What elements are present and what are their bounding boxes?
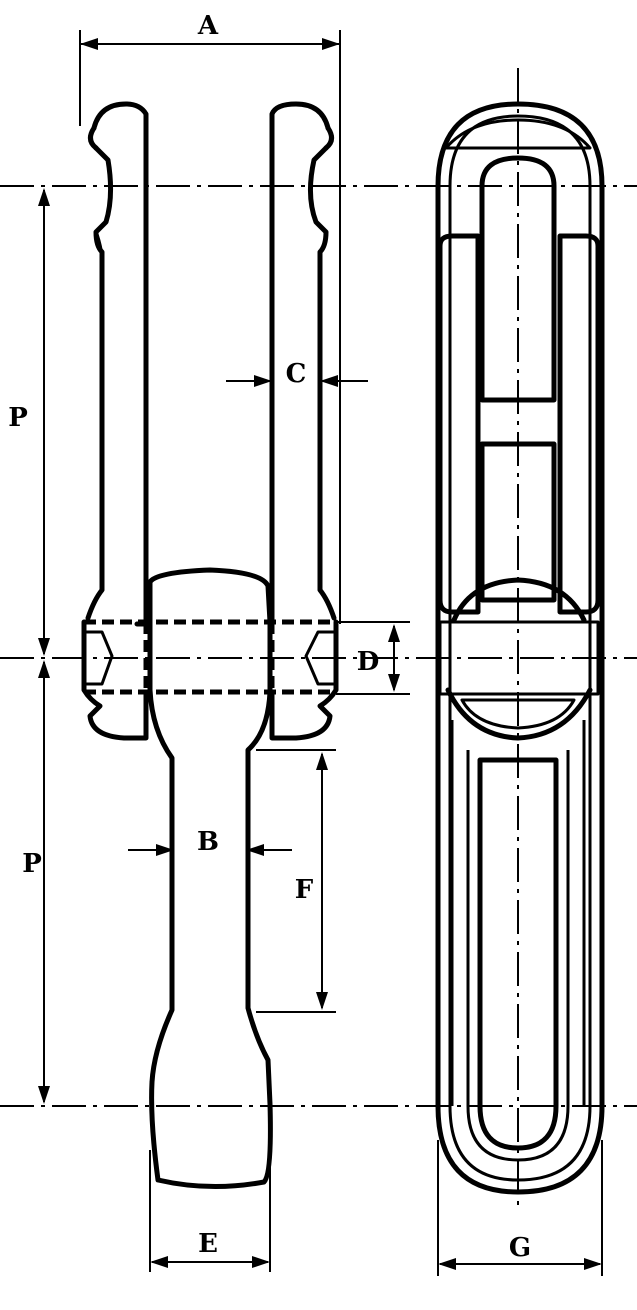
label-b: B xyxy=(197,827,219,857)
label-e: E xyxy=(198,1229,218,1259)
dimension-e: E xyxy=(149,1150,271,1272)
centerlines xyxy=(0,68,637,1205)
label-d: D xyxy=(357,647,380,677)
dimension-d: D xyxy=(336,621,410,695)
center-bar xyxy=(147,567,273,1190)
fork-right-arm xyxy=(269,101,339,741)
dimension-c: C xyxy=(226,359,368,389)
dimension-p: P P xyxy=(8,188,50,1104)
dimension-f: F xyxy=(256,749,336,1013)
label-c: C xyxy=(286,359,307,389)
label-f: F xyxy=(295,875,314,905)
dimension-a: A xyxy=(79,11,341,624)
label-a: A xyxy=(197,11,219,41)
side-view xyxy=(435,101,605,1195)
fork-left-arm xyxy=(81,101,149,741)
dimension-b: B xyxy=(128,827,292,857)
label-p-lower: P xyxy=(22,849,42,879)
label-p-upper: P xyxy=(8,403,28,433)
dimension-g: G xyxy=(437,1140,603,1276)
label-g: G xyxy=(509,1233,531,1263)
